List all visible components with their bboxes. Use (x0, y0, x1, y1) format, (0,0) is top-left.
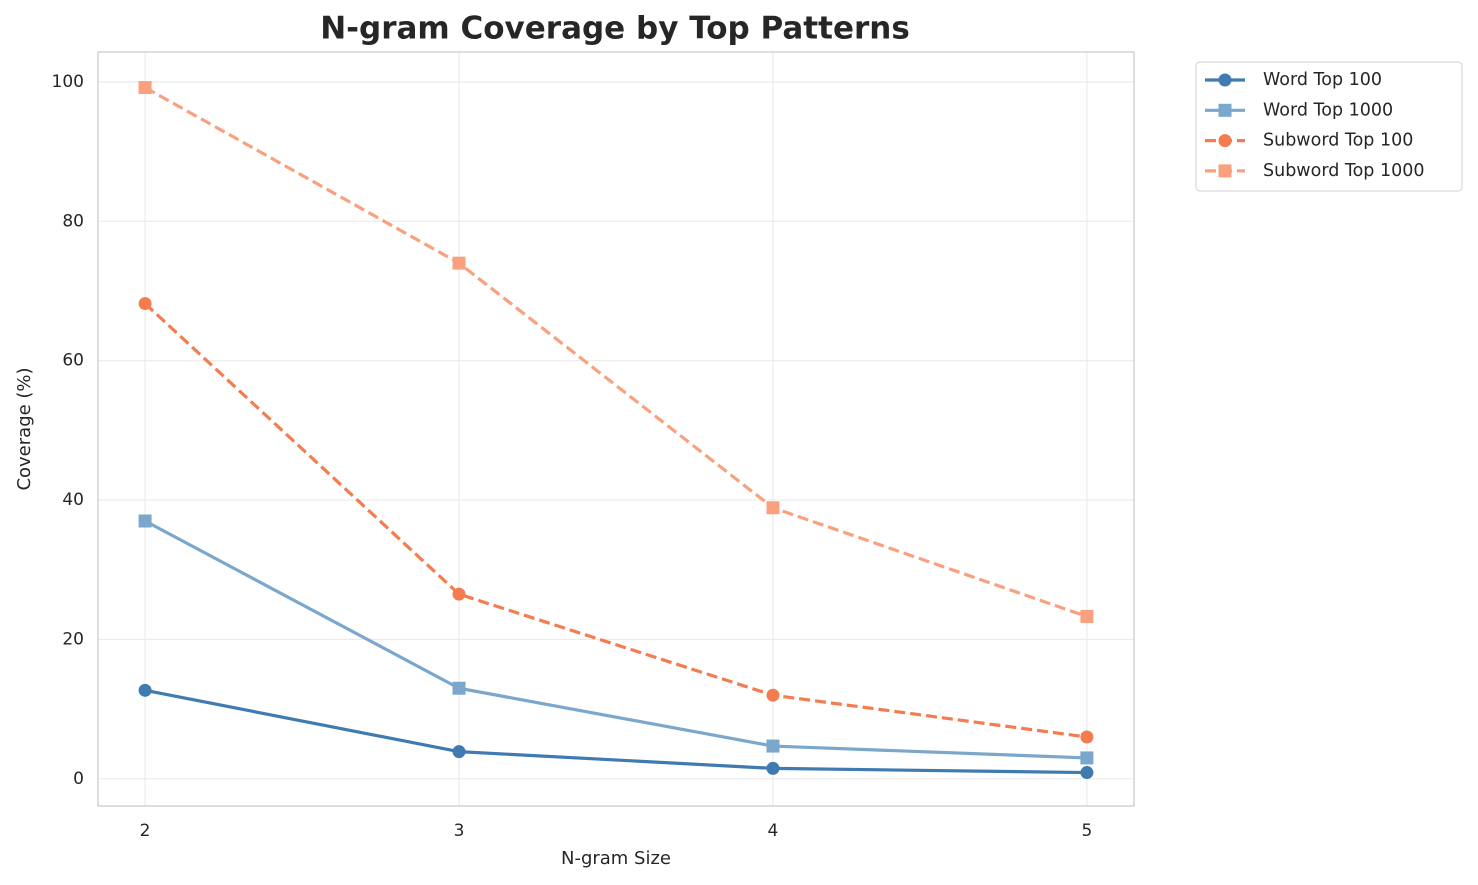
x-tick-label: 5 (1081, 821, 1092, 841)
y-tick-label: 100 (52, 72, 84, 92)
legend-label: Subword Top 1000 (1263, 161, 1425, 181)
marker (138, 683, 152, 697)
marker (452, 745, 466, 759)
series-line (144, 688, 1087, 775)
x-axis-label: N-gram Size (561, 848, 671, 869)
marker (1080, 751, 1094, 765)
marker (1080, 766, 1094, 780)
x-tick-label: 4 (768, 821, 779, 841)
y-tick-label: 0 (73, 769, 84, 789)
y-tick-label: 60 (62, 351, 84, 371)
marker (1218, 73, 1232, 87)
marker (1080, 730, 1094, 744)
marker (452, 256, 466, 270)
legend-label: Word Top 1000 (1263, 100, 1393, 120)
series-line (144, 519, 1087, 760)
marker (452, 587, 466, 601)
y-tick-label: 40 (62, 490, 84, 510)
marker (766, 688, 780, 702)
legend-label: Subword Top 100 (1263, 131, 1413, 151)
marker (766, 501, 780, 515)
x-tick-label: 2 (140, 821, 151, 841)
plot-frame (97, 51, 1135, 807)
series-line (144, 86, 1088, 618)
marker (1218, 164, 1232, 178)
marker (138, 514, 152, 528)
marker (452, 681, 466, 695)
y-tick-label: 80 (62, 211, 84, 231)
legend-box (1195, 61, 1463, 192)
marker (766, 761, 780, 775)
x-tick-label: 3 (454, 821, 465, 841)
legend: Word Top 100 Word Top 1000 Subword Top 100… (1195, 61, 1463, 192)
marker (1218, 134, 1232, 148)
legend-label: Word Top 100 (1263, 70, 1382, 90)
y-tick-label: 20 (62, 629, 84, 649)
chart-title: N-gram Coverage by Top Patterns (320, 11, 910, 47)
marker (766, 739, 780, 753)
y-axis-label: Coverage (%) (14, 367, 35, 490)
marker (1080, 609, 1094, 623)
marker (138, 297, 152, 311)
marker (138, 81, 152, 95)
marker (1218, 103, 1232, 117)
series-line (144, 302, 1088, 739)
